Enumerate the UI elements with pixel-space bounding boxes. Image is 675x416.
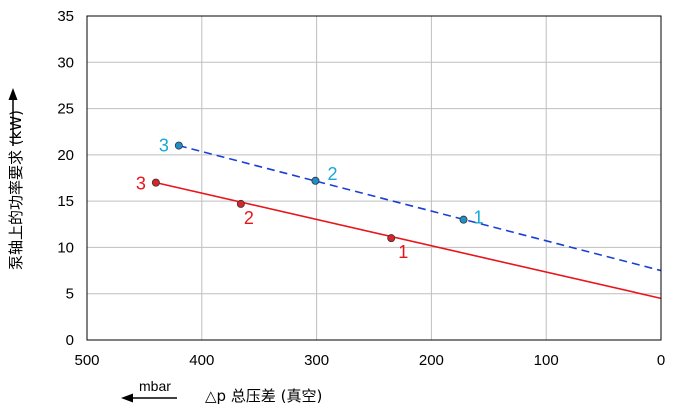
y-tick-label: 10: [57, 239, 74, 256]
x-tick-label: 500: [74, 352, 99, 369]
point-label: 3: [159, 136, 169, 156]
series-point: [387, 234, 396, 243]
y-tick-label: 35: [57, 8, 74, 25]
series-point: [311, 176, 320, 185]
x-tick-labels: 500 400 300 200 100 0: [74, 352, 665, 369]
y-tick-label: 0: [66, 332, 74, 349]
series-point: [459, 215, 468, 224]
y-tick-label: 30: [57, 54, 74, 71]
point-labels: 1 2 3 1 2 3: [136, 136, 484, 263]
plot-frame: [86, 15, 662, 341]
series-point: [151, 178, 160, 187]
series-line: [178, 144, 662, 272]
point-label: 1: [398, 242, 408, 262]
x-tick-label: 400: [189, 352, 214, 369]
point-label: 2: [244, 208, 254, 228]
x-tick-label: 0: [657, 352, 665, 369]
x-tick-label: 100: [534, 352, 559, 369]
x-axis-unit: mbar: [139, 378, 171, 394]
x-axis-arrow-icon: [121, 393, 177, 403]
y-tick-label: 20: [57, 147, 74, 164]
point-label: 1: [474, 208, 484, 228]
y-tick-label: 5: [66, 286, 74, 303]
x-axis-label: △p 总压差 (真空): [205, 387, 322, 405]
y-tick-label: 25: [57, 101, 74, 118]
y-axis-arrow-icon: [8, 88, 18, 146]
grid: [86, 15, 662, 341]
series-point: [174, 141, 183, 150]
point-label: 3: [136, 174, 146, 194]
y-tick-label: 15: [57, 193, 74, 210]
x-tick-label: 200: [419, 352, 444, 369]
series-point: [236, 199, 245, 208]
series-line: [155, 181, 662, 300]
x-tick-label: 300: [304, 352, 329, 369]
series: [151, 141, 662, 300]
y-axis-label: 泵轴上的功率要求 (kW): [7, 110, 25, 270]
point-label: 2: [327, 164, 337, 184]
y-tick-labels: 0 5 10 15 20 25 30 35: [57, 8, 74, 349]
